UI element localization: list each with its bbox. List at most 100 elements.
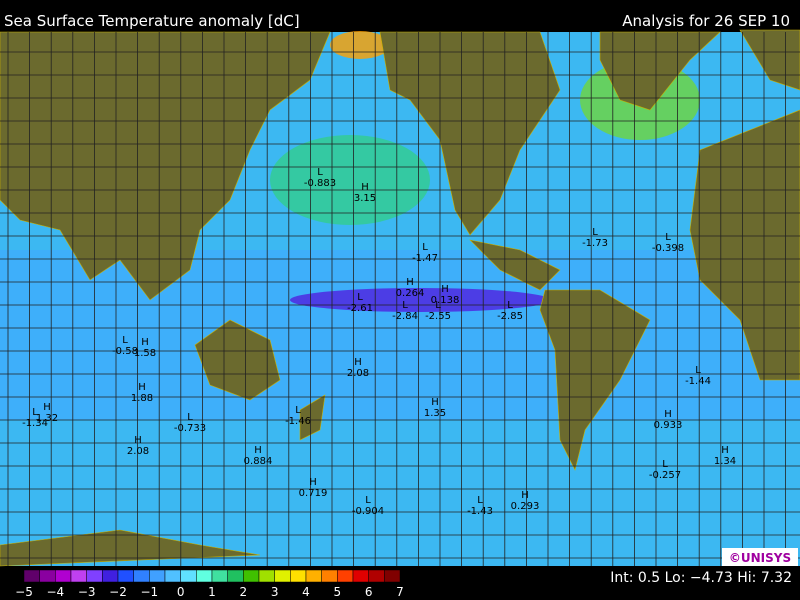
marker-value: -0.58: [112, 346, 138, 357]
color-swatch: [258, 569, 275, 583]
colorbar-label: −3: [78, 585, 96, 599]
marker-value: 1.32: [36, 413, 58, 424]
marker-value: 0.264: [396, 288, 425, 299]
marker-kind: H: [721, 445, 729, 456]
color-swatch: [243, 569, 260, 583]
colorbar: −5 −4 −3 −2 −1 0 1 2 3 4 5 6 7: [15, 569, 404, 599]
colorbar-label: 4: [302, 585, 310, 599]
map: L-0.883 H3.15L-1.47L-1.73L-0.398H0.264L-2…: [0, 29, 800, 567]
marker-kind: H: [354, 357, 362, 368]
color-swatch: [290, 569, 307, 583]
marker-kind: H: [254, 445, 262, 456]
marker-value: -2.84: [392, 311, 418, 322]
markers: L-0.883 H3.15L-1.47L-1.73L-0.398H0.264L-2…: [22, 167, 736, 517]
marker-kind: H: [441, 284, 449, 295]
graticule: [0, 32, 800, 566]
marker-value: 0.138: [431, 295, 460, 306]
marker-value: -2.85: [497, 311, 523, 322]
colorbar-label: 2: [240, 585, 248, 599]
marker-value: 1.34: [714, 456, 736, 467]
colorbar-label: 7: [396, 585, 404, 599]
marker-value: -1.47: [412, 253, 438, 264]
colorbar-label: −4: [46, 585, 64, 599]
marker-kind: H: [361, 182, 369, 193]
marker-kind: L: [187, 412, 193, 423]
marker-kind: L: [295, 405, 301, 416]
marker-value: -1.73: [582, 238, 608, 249]
marker-value: 0.293: [511, 501, 540, 512]
land: [0, 29, 800, 567]
marker-kind: L: [365, 495, 371, 506]
marker-value: 3.15: [354, 193, 376, 204]
color-swatch: [164, 569, 181, 583]
color-swatch: [305, 569, 322, 583]
color-swatch: [23, 569, 40, 583]
marker-value: -2.61: [347, 303, 373, 314]
marker-kind: L: [507, 300, 513, 311]
title: Sea Surface Temperature anomaly [dC]: [4, 12, 300, 30]
color-swatch: [211, 569, 228, 583]
cold-patch: [290, 288, 550, 312]
marker-value: 0.933: [654, 420, 683, 431]
marker-kind: H: [431, 397, 439, 408]
color-swatch: [55, 569, 72, 583]
color-swatch: [86, 569, 103, 583]
color-swatch: [102, 569, 119, 583]
marker-kind: L: [477, 495, 483, 506]
marker-value: -0.398: [652, 243, 684, 254]
marker-value: 1.35: [424, 408, 446, 419]
marker-kind: L: [662, 459, 668, 470]
colorbar-label: −5: [15, 585, 33, 599]
marker-value: 1.88: [131, 393, 153, 404]
marker-kind: H: [43, 402, 51, 413]
marker-value: -1.44: [685, 376, 711, 387]
color-swatch: [274, 569, 291, 583]
warm-patch: [270, 135, 430, 225]
marker-kind: L: [317, 167, 323, 178]
marker-value: -0.883: [304, 178, 336, 189]
colorbar-label: 0: [177, 585, 185, 599]
marker-kind: L: [422, 242, 428, 253]
marker-value: 2.08: [127, 446, 149, 457]
marker-value: -0.733: [174, 423, 206, 434]
ocean-band: [0, 250, 800, 420]
marker-kind: H: [309, 477, 317, 488]
color-swatch: [70, 569, 87, 583]
color-swatch: [368, 569, 385, 583]
color-swatch: [39, 569, 56, 583]
marker-kind: L: [695, 365, 701, 376]
marker-kind: L: [435, 300, 441, 311]
color-swatch: [117, 569, 134, 583]
color-swatch: [227, 569, 244, 583]
color-swatch: [337, 569, 354, 583]
logo: ©UNISYS: [729, 551, 791, 565]
marker-kind: H: [138, 382, 146, 393]
colorbar-label: 3: [271, 585, 279, 599]
marker-value: -0.257: [649, 470, 681, 481]
colorbar-label: −2: [109, 585, 127, 599]
footer: Int: 0.5 Lo: −4.73 Hi: 7.32: [610, 570, 792, 586]
color-swatch: [180, 569, 197, 583]
marker-kind: H: [134, 435, 142, 446]
colorbar-label: 5: [334, 585, 342, 599]
marker-kind: H: [664, 409, 672, 420]
marker-kind: L: [32, 407, 38, 418]
marker-kind: H: [141, 337, 149, 348]
color-swatch: [384, 569, 401, 583]
marker-value: -1.46: [285, 416, 311, 427]
marker-value: -2.55: [425, 311, 451, 322]
color-swatch: [149, 569, 166, 583]
marker-kind: H: [521, 490, 529, 501]
marker-value: 0.719: [299, 488, 328, 499]
color-swatch: [352, 569, 369, 583]
marker-value: 0.884: [244, 456, 273, 467]
marker-kind: H: [406, 277, 414, 288]
logo-box: [722, 548, 798, 566]
marker-kind: L: [402, 300, 408, 311]
marker-value: -0.904: [352, 506, 384, 517]
marker-value: 2.08: [347, 368, 369, 379]
marker-value: -1.43: [467, 506, 493, 517]
marker-value: -1.34: [22, 418, 48, 429]
